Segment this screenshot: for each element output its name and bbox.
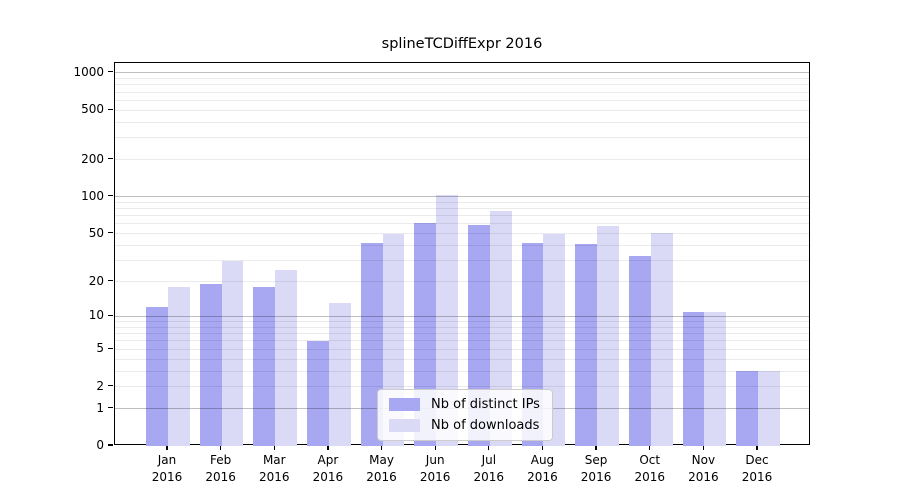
bar-mar-downloads — [275, 270, 298, 446]
x-label-year: 2016 — [205, 469, 236, 484]
x-tick-label-jan: Jan 2016 — [136, 452, 198, 485]
legend-label-distinct-ips: Nb of distinct IPs — [431, 397, 540, 412]
y-tick-mark — [108, 231, 113, 234]
y-tick-label: 200 — [81, 151, 104, 166]
x-tick-label-jun: Jun 2016 — [404, 452, 466, 485]
y-tick-label: 500 — [81, 102, 104, 117]
x-tick-mark — [273, 445, 275, 450]
x-tick-label-mar: Mar 2016 — [243, 452, 305, 485]
x-label-year: 2016 — [688, 469, 719, 484]
x-label-year: 2016 — [473, 469, 505, 484]
bar-dec-downloads — [758, 371, 780, 446]
x-label-month: Oct — [639, 453, 661, 467]
y-tick-label: 5 — [96, 341, 104, 356]
x-tick-mark — [756, 445, 758, 450]
y-tick-label: 50 — [88, 225, 104, 240]
x-label-month: Jun — [425, 453, 445, 467]
x-tick-label-dec: Dec 2016 — [726, 452, 788, 485]
bar-feb-distinct-ips — [199, 284, 222, 446]
chart-title: splineTCDiffExpr 2016 — [381, 36, 543, 52]
x-label-year: 2016 — [151, 469, 183, 484]
plot-area — [114, 62, 810, 446]
x-tick-label-oct: Oct 2016 — [619, 452, 681, 485]
x-tick-mark — [219, 445, 222, 450]
x-tick-mark — [702, 445, 704, 450]
bar-feb-downloads — [221, 260, 244, 446]
y-tick-mark — [108, 71, 113, 73]
x-label-year: 2016 — [634, 469, 665, 484]
bar-mar-distinct-ips — [253, 286, 276, 446]
y-tick-mark — [108, 385, 113, 387]
x-label-month: Apr — [317, 453, 339, 467]
y-tick-mark — [108, 314, 113, 317]
y-tick-label: 2 — [96, 378, 104, 393]
bar-nov-distinct-ips — [682, 311, 705, 446]
legend-item-distinct-ips: Nb of distinct IPs — [389, 397, 540, 412]
x-tick-label-apr: Apr 2016 — [297, 452, 359, 485]
legend: Nb of distinct IPs Nb of downloads — [377, 389, 553, 441]
x-label-year: 2016 — [258, 469, 290, 484]
bar-jan-downloads — [168, 286, 190, 446]
bar-oct-distinct-ips — [628, 255, 651, 446]
y-tick-label: 1000 — [73, 64, 104, 79]
y-tick-mark — [108, 157, 113, 160]
x-tick-label-may: May 2016 — [351, 452, 413, 485]
x-tick-label-feb: Feb 2016 — [190, 452, 252, 485]
y-tick-label: 1 — [96, 400, 104, 415]
x-label-month: Feb — [210, 453, 232, 467]
x-tick-mark — [434, 445, 436, 450]
y-tick-label: 20 — [88, 273, 104, 288]
bar-sep-distinct-ips — [575, 244, 598, 446]
x-label-year: 2016 — [580, 469, 612, 484]
y-tick-label: 10 — [88, 308, 104, 323]
x-label-year: 2016 — [312, 469, 344, 484]
y-tick-mark — [108, 279, 113, 282]
x-tick-mark — [595, 445, 597, 450]
x-label-month: Sep — [584, 453, 608, 467]
x-label-month: Jan — [157, 453, 177, 467]
bar-jun-downloads — [436, 194, 458, 446]
legend-swatch-downloads — [389, 419, 420, 432]
y-tick-mark — [108, 108, 113, 110]
x-label-month: Aug — [530, 453, 555, 467]
x-tick-label-jul: Jul 2016 — [458, 452, 520, 485]
bar-sep-downloads — [597, 225, 619, 446]
x-tick-mark — [166, 445, 168, 450]
y-tick-mark — [108, 347, 113, 349]
x-label-year: 2016 — [419, 469, 451, 484]
x-label-month: Dec — [745, 453, 769, 467]
y-tick-mark — [108, 444, 113, 446]
x-tick-mark — [541, 445, 544, 450]
bar-jan-distinct-ips — [146, 307, 168, 446]
legend-label-downloads: Nb of downloads — [431, 418, 540, 433]
x-label-month: May — [369, 453, 394, 467]
x-tick-mark — [488, 445, 490, 450]
y-tick-label: 0 — [96, 438, 104, 452]
x-tick-label-sep: Sep 2016 — [565, 452, 627, 485]
y-tick-label: 100 — [81, 188, 104, 203]
x-tick-mark — [649, 445, 651, 450]
x-label-month: Mar — [262, 453, 286, 467]
x-label-year: 2016 — [366, 469, 397, 484]
x-label-year: 2016 — [527, 469, 558, 484]
legend-swatch-distinct-ips — [389, 398, 420, 411]
y-tick-mark — [108, 406, 113, 409]
bar-oct-downloads — [650, 232, 673, 446]
legend-item-downloads: Nb of downloads — [389, 418, 540, 433]
x-label-month: Jul — [481, 453, 497, 467]
x-label-month: Nov — [691, 453, 716, 467]
x-tick-label-nov: Nov 2016 — [672, 452, 734, 485]
x-tick-mark — [327, 445, 329, 450]
y-tick-mark — [108, 195, 113, 197]
x-tick-label-aug: Aug 2016 — [511, 452, 573, 485]
bars-layer — [115, 63, 809, 446]
bar-apr-distinct-ips — [307, 340, 329, 446]
bar-jul-downloads — [489, 211, 512, 446]
x-tick-mark — [380, 445, 383, 450]
bar-nov-downloads — [704, 311, 727, 446]
x-label-year: 2016 — [741, 469, 773, 484]
bar-dec-distinct-ips — [736, 371, 758, 446]
bar-apr-downloads — [328, 303, 351, 446]
